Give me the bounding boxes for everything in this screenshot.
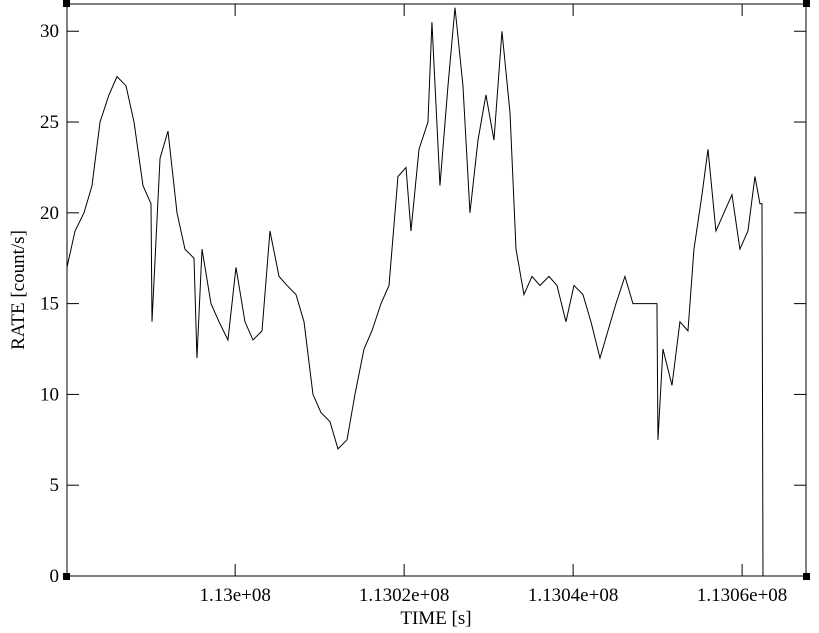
corner-handle (803, 573, 810, 580)
y-tick-label: 10 (40, 384, 59, 405)
y-tick-label: 30 (40, 21, 59, 42)
y-axis-label: RATE [count/s] (8, 230, 29, 350)
corner-handle (63, 0, 70, 7)
x-tick-label: 1.1302e+08 (359, 585, 449, 606)
y-tick-label: 15 (40, 294, 59, 315)
plot-frame (66, 3, 807, 577)
y-tick-label: 0 (50, 566, 60, 587)
x-axis-label: TIME [s] (400, 608, 471, 629)
y-tick-label: 5 (50, 475, 60, 496)
y-tick-label: 25 (40, 112, 59, 133)
y-tick-label: 20 (40, 203, 59, 224)
x-tick-label: 1.13e+08 (199, 585, 270, 606)
corner-handle (63, 573, 70, 580)
light-curve (66, 7, 764, 577)
x-tick-label: 1.1306e+08 (697, 585, 787, 606)
corner-handle (803, 0, 810, 7)
x-tick-label: 1.1304e+08 (528, 585, 618, 606)
